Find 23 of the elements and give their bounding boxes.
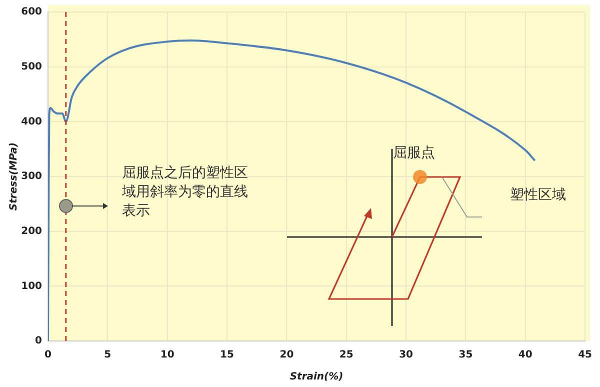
annotation: 塑性区域 xyxy=(510,186,566,205)
x-tick-label: 45 xyxy=(578,350,592,361)
x-tick-label: 40 xyxy=(518,350,532,361)
x-tick-label: 0 xyxy=(44,350,52,361)
x-tick-label: 25 xyxy=(339,350,354,361)
y-tick-label: 300 xyxy=(21,171,42,182)
x-tick-label: 20 xyxy=(280,350,294,361)
y-tick-label: 100 xyxy=(21,280,42,292)
y-tick-label: 500 xyxy=(21,61,42,72)
y-tick-label: 400 xyxy=(21,116,42,128)
line-series xyxy=(48,40,536,341)
annotation: 屈服点 xyxy=(393,144,435,163)
y-tick-label: 0 xyxy=(35,336,42,347)
x-tick-label: 15 xyxy=(220,350,234,361)
y-tick-label: 600 xyxy=(21,6,42,18)
x-tick-label: 5 xyxy=(104,350,112,361)
y-tick-label: 200 xyxy=(21,226,42,237)
x-axis-title: Strain(%) xyxy=(290,372,344,383)
x-tick-label: 35 xyxy=(458,350,473,361)
x-tick-label: 10 xyxy=(160,350,174,361)
y-axis-title: Stress(MPa) xyxy=(8,142,20,211)
annotation: 屈服点之后的塑性区域用斜率为零的直线表示 xyxy=(122,164,249,221)
x-tick-label: 30 xyxy=(399,350,414,361)
